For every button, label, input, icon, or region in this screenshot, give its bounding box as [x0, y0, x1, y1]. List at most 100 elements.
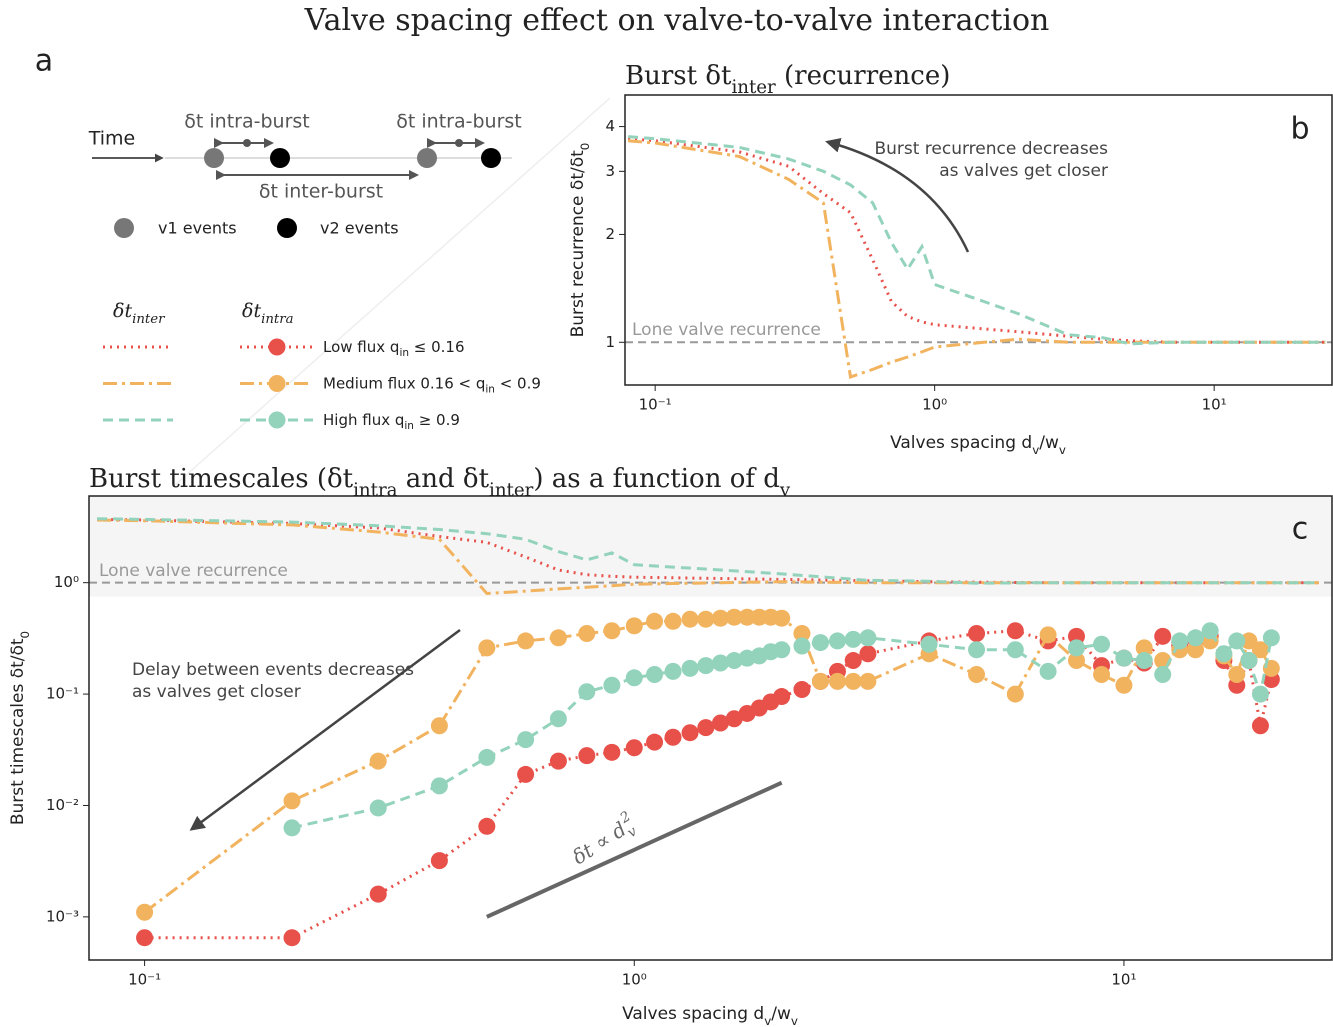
x-tick-label: 10⁰ [922, 396, 947, 414]
intra-marker [844, 672, 862, 690]
inter-label: δt inter-burst [259, 181, 383, 203]
intra-marker [1228, 665, 1246, 683]
inter-line [97, 517, 1319, 585]
scaling-line [486, 780, 783, 919]
intra-marker [1067, 639, 1085, 657]
intra-marker [136, 929, 154, 947]
intra-marker [1240, 632, 1258, 650]
intra-marker [549, 752, 567, 770]
v2-event [270, 148, 290, 168]
text-part: (recurrence) [776, 61, 951, 91]
intra-marker [711, 609, 729, 627]
intra-marker [1215, 645, 1233, 663]
annotation: Delay between events decreases [132, 660, 414, 680]
text-part: in [404, 420, 414, 432]
intra-marker [517, 632, 535, 650]
v1-event [204, 148, 224, 168]
x-tick-label: 10¹ [1202, 396, 1227, 414]
intra-marker [859, 645, 877, 663]
intra-marker [664, 662, 682, 680]
text-part: Burst recurrence δt/δt [568, 150, 588, 337]
intra-marker [646, 612, 664, 630]
intra-marker [625, 669, 643, 687]
intra-marker [1154, 665, 1172, 683]
x-tick-label: 10¹ [1111, 971, 1136, 989]
annotation: Burst recurrence decreases [874, 139, 1108, 159]
text-part: v [1059, 443, 1066, 457]
v1-event [417, 148, 437, 168]
text-part: intra [261, 312, 294, 327]
intra-marker [1154, 627, 1172, 645]
intra-marker [828, 672, 846, 690]
text-part: Low flux q [323, 338, 399, 356]
intra-marker [1006, 685, 1024, 703]
intra-marker [1039, 662, 1057, 680]
intra-marker [664, 728, 682, 746]
intra-marker [430, 852, 448, 870]
intra-marker [1251, 641, 1269, 659]
y-tick-label: 10⁻¹ [46, 685, 79, 703]
text-part: High flux q [323, 411, 404, 429]
intra-marker [920, 635, 938, 653]
intra-marker [738, 608, 756, 626]
text-part: v [1032, 443, 1039, 457]
text-part: /w [1039, 433, 1059, 453]
intra-marker [578, 683, 596, 701]
intra-marker [603, 676, 621, 694]
intra-marker [681, 724, 699, 742]
intra-marker [773, 609, 791, 627]
intra-marker [844, 630, 862, 648]
annotation-arrow [825, 137, 970, 253]
intra-marker [844, 652, 862, 670]
intra-marker [430, 777, 448, 795]
panel-label: b [1290, 112, 1309, 147]
plot-area [89, 496, 1332, 947]
y-tick-label: 3 [605, 162, 615, 180]
intra-marker [681, 610, 699, 628]
y-tick-label: 2 [605, 225, 615, 243]
legend-header: δtintra [242, 300, 294, 327]
intra-label: δt intra-burst [396, 111, 521, 133]
annotation-arrow [189, 628, 461, 831]
intra-marker [578, 624, 596, 642]
text-part: ) as a function of d [533, 464, 780, 494]
intra-marker [859, 629, 877, 647]
intra-marker [725, 652, 743, 670]
intra-marker [725, 710, 743, 728]
reference-label: Lone valve recurrence [632, 320, 821, 340]
y-tick-label: 4 [605, 117, 615, 135]
text-part: inter [132, 312, 166, 327]
intra-marker [283, 929, 301, 947]
intra-marker [430, 717, 448, 735]
intra-marker [711, 654, 729, 672]
intra-marker [625, 617, 643, 635]
intra-marker [283, 819, 301, 837]
text-part: Burst timescales (δt [89, 464, 354, 494]
chart-title: Burst timescales (δtintra and δtinter) a… [89, 464, 791, 501]
legend-marker [268, 375, 286, 392]
intra-marker [697, 657, 715, 675]
intra-marker [369, 799, 387, 817]
y-tick-label: 10⁻³ [46, 907, 79, 925]
intra-marker [1067, 652, 1085, 670]
intra-marker [1262, 629, 1280, 647]
text-part: in [485, 384, 495, 396]
legend-header: δtinter [113, 300, 166, 327]
intra-dot [243, 139, 251, 147]
text-part: Burst timescales δt/δt [8, 638, 28, 825]
intra-marker [478, 817, 496, 835]
text-part: Burst δt [625, 61, 732, 91]
text-part: Valves spacing d [890, 433, 1032, 453]
intra-marker [646, 733, 664, 751]
legend-marker [268, 411, 286, 429]
inter-line [627, 135, 1326, 346]
text-part: < 0.9 [495, 374, 541, 392]
intra-marker [578, 747, 596, 765]
intra-marker [968, 665, 986, 683]
intra-marker [603, 743, 621, 761]
text-part: and δt [398, 464, 490, 494]
text-part: intra [353, 480, 398, 501]
x-tick-label: 10⁰ [622, 971, 647, 989]
intra-label: δt intra-burst [184, 111, 309, 133]
